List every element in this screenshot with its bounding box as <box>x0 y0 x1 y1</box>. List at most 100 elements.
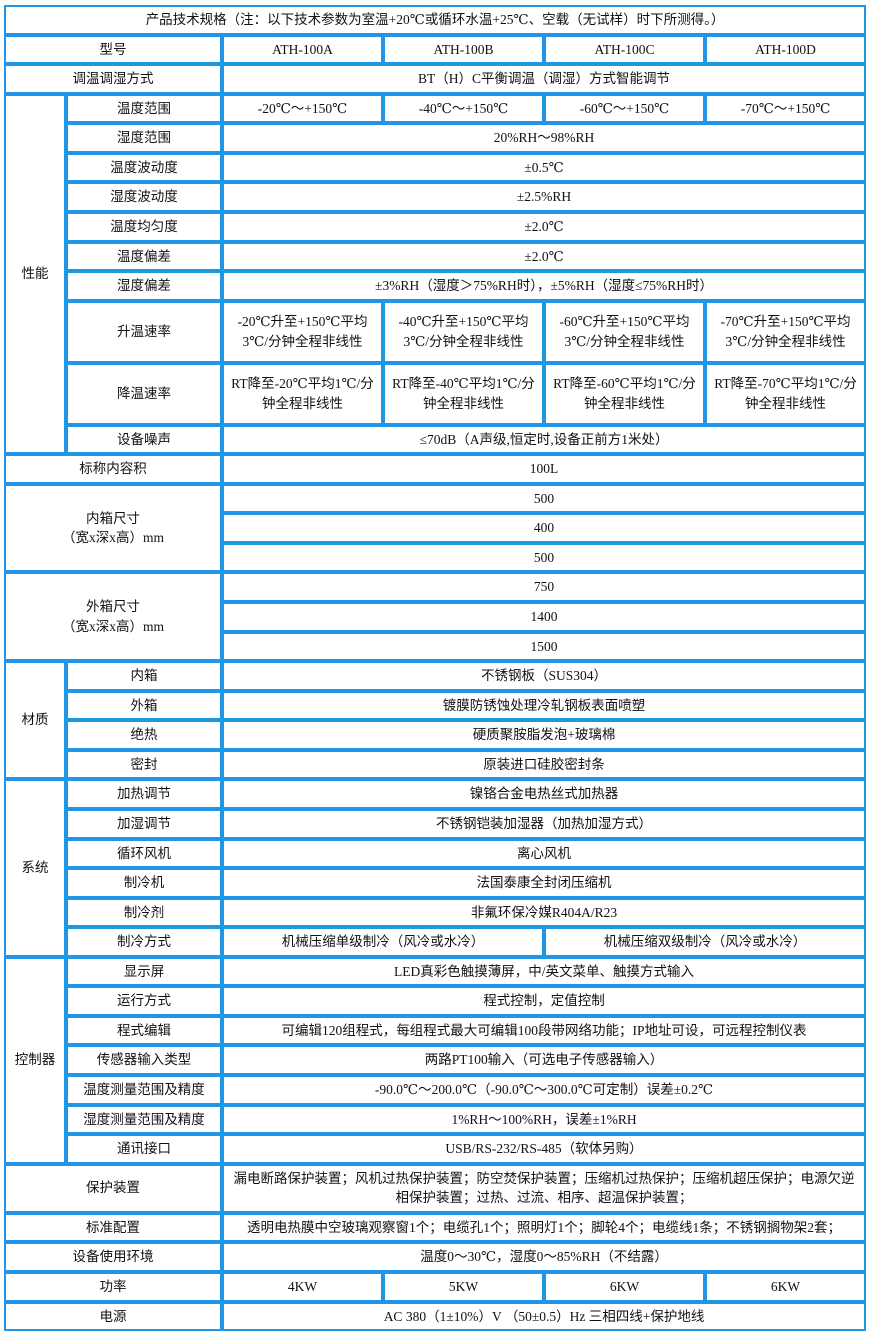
value-humidity-deviation: ±3%RH（湿度＞75%RH时），±5%RH（湿度≤75%RH时） <box>222 271 866 301</box>
value-cooling-rate-d: RT降至-70℃平均1℃/分钟全程非线性 <box>705 363 866 425</box>
label-controller-display: 显示屏 <box>66 957 222 987</box>
value-controller-operation: 程式控制，定值控制 <box>222 986 866 1016</box>
value-cooling-single-stage: 机械压缩单级制冷（风冷或水冷） <box>222 927 544 957</box>
model-label: 型号 <box>4 35 222 65</box>
row-heating-rate: 升温速率 -20℃升至+150℃平均3℃/分钟全程非线性 -40℃升至+150℃… <box>4 301 866 363</box>
value-material-insulation: 硬质聚胺脂发泡+玻璃棉 <box>222 720 866 750</box>
label-controller-interface: 通讯接口 <box>66 1134 222 1164</box>
row-inner-dimensions-w: 内箱尺寸 （宽x深x高）mm 500 <box>4 484 866 514</box>
value-standard-config: 透明电热膜中空玻璃观察窗1个；电缆孔1个；照明灯1个；脚轮4个；电缆线1条；不锈… <box>222 1213 866 1243</box>
value-inner-depth: 400 <box>222 513 866 543</box>
value-temperature-range-b: -40℃～+150℃ <box>383 94 544 124</box>
value-heating-rate-b: -40℃升至+150℃平均3℃/分钟全程非线性 <box>383 301 544 363</box>
row-system-cooling-method: 制冷方式 机械压缩单级制冷（风冷或水冷） 机械压缩双级制冷（风冷或水冷） <box>4 927 866 957</box>
label-supply: 电源 <box>4 1302 222 1331</box>
row-system-heating: 系统 加热调节 镍铬合金电热丝式加热器 <box>4 779 866 809</box>
label-inner-dimensions-line2: （宽x深x高）mm <box>10 528 216 548</box>
label-temperature-range: 温度范围 <box>66 94 222 124</box>
value-controller-interface: USB/RS-232/RS-485（软体另购） <box>222 1134 866 1164</box>
label-outer-dimensions-line2: （宽x深x高）mm <box>10 617 216 637</box>
label-outer-dimensions-line1: 外箱尺寸 <box>10 597 216 617</box>
value-environment: 温度0～30℃，湿度0～85%RH（不结露） <box>222 1242 866 1272</box>
label-system-compressor: 制冷机 <box>66 868 222 898</box>
value-power-b: 5KW <box>383 1272 544 1302</box>
value-heating-rate-c: -60℃升至+150℃平均3℃/分钟全程非线性 <box>544 301 705 363</box>
label-controller-program: 程式编辑 <box>66 1016 222 1046</box>
row-temperature-deviation: 温度偏差 ±2.0℃ <box>4 242 866 272</box>
row-supply: 电源 AC 380（1±10%）V （50±0.5）Hz 三相四线+保护地线 <box>4 1302 866 1331</box>
value-outer-width: 750 <box>222 572 866 602</box>
row-temperature-uniformity: 温度均匀度 ±2.0℃ <box>4 212 866 242</box>
label-temperature-uniformity: 温度均匀度 <box>66 212 222 242</box>
label-standard-config: 标准配置 <box>4 1213 222 1243</box>
value-temperature-range-a: -20℃～+150℃ <box>222 94 383 124</box>
label-material-seal: 密封 <box>66 750 222 780</box>
label-power: 功率 <box>4 1272 222 1302</box>
value-system-fan: 离心风机 <box>222 839 866 869</box>
row-standard-config: 标准配置 透明电热膜中空玻璃观察窗1个；电缆孔1个；照明灯1个；脚轮4个；电缆线… <box>4 1213 866 1243</box>
value-temperature-fluctuation: ±0.5℃ <box>222 153 866 183</box>
label-system-heating: 加热调节 <box>66 779 222 809</box>
row-system-humidify: 加湿调节 不锈钢铠装加湿器（加热加湿方式） <box>4 809 866 839</box>
value-temperature-range-c: -60℃～+150℃ <box>544 94 705 124</box>
value-material-inner: 不锈钢板（SUS304） <box>222 661 866 691</box>
row-material-outer: 外箱 镀膜防锈蚀处理冷轧钢板表面喷塑 <box>4 691 866 721</box>
row-system-compressor: 制冷机 法国泰康全封闭压缩机 <box>4 868 866 898</box>
row-controller-program: 程式编辑 可编辑120组程式，每组程式最大可编辑100段带网络功能；IP地址可设… <box>4 1016 866 1046</box>
model-ath-100b: ATH-100B <box>383 35 544 65</box>
value-controller-hum-accuracy: 1%RH～100%RH，误差±1%RH <box>222 1105 866 1135</box>
value-cooling-rate-b: RT降至-40℃平均1℃/分钟全程非线性 <box>383 363 544 425</box>
value-outer-height: 1500 <box>222 632 866 662</box>
row-controller-operation: 运行方式 程式控制，定值控制 <box>4 986 866 1016</box>
row-system-fan: 循环风机 离心风机 <box>4 839 866 869</box>
category-material: 材质 <box>4 661 66 779</box>
value-cooling-rate-c: RT降至-60℃平均1℃/分钟全程非线性 <box>544 363 705 425</box>
value-inner-height: 500 <box>222 543 866 573</box>
label-noise: 设备噪声 <box>66 425 222 455</box>
row-system-refrigerant: 制冷剂 非氟环保冷媒R404A/R23 <box>4 898 866 928</box>
value-power-a: 4KW <box>222 1272 383 1302</box>
value-humidity-fluctuation: ±2.5%RH <box>222 182 866 212</box>
label-controller-sensor: 传感器输入类型 <box>66 1045 222 1075</box>
page-title: 产品技术规格（注：以下技术参数为室温+20℃或循环水温+25℃、空载（无试样）时… <box>4 5 866 35</box>
row-humidity-fluctuation: 湿度波动度 ±2.5%RH <box>4 182 866 212</box>
model-ath-100d: ATH-100D <box>705 35 866 65</box>
row-protection: 保护装置 漏电断路保护装置；风机过热保护装置；防空焚保护装置；压缩机过热保护；压… <box>4 1164 866 1213</box>
label-controller-temp-accuracy: 温度测量范围及精度 <box>66 1075 222 1105</box>
label-controller-operation: 运行方式 <box>66 986 222 1016</box>
row-control-mode: 调温调湿方式 BT（H）C平衡调温（调湿）方式智能调节 <box>4 64 866 94</box>
row-cooling-rate: 降温速率 RT降至-20℃平均1℃/分钟全程非线性 RT降至-40℃平均1℃/分… <box>4 363 866 425</box>
model-ath-100c: ATH-100C <box>544 35 705 65</box>
product-specification-table: 产品技术规格（注：以下技术参数为室温+20℃或循环水温+25℃、空载（无试样）时… <box>4 5 866 1331</box>
label-temperature-deviation: 温度偏差 <box>66 242 222 272</box>
label-humidity-range: 湿度范围 <box>66 123 222 153</box>
label-controller-hum-accuracy: 湿度测量范围及精度 <box>66 1105 222 1135</box>
value-inner-width: 500 <box>222 484 866 514</box>
value-control-mode: BT（H）C平衡调温（调湿）方式智能调节 <box>222 64 866 94</box>
row-environment: 设备使用环境 温度0～30℃，湿度0～85%RH（不结露） <box>4 1242 866 1272</box>
label-environment: 设备使用环境 <box>4 1242 222 1272</box>
value-temperature-deviation: ±2.0℃ <box>222 242 866 272</box>
value-controller-temp-accuracy: -90.0℃～200.0℃（-90.0℃～300.0℃可定制）误差±0.2℃ <box>222 1075 866 1105</box>
row-nominal-volume: 标称内容积 100L <box>4 454 866 484</box>
value-heating-rate-a: -20℃升至+150℃平均3℃/分钟全程非线性 <box>222 301 383 363</box>
label-temperature-fluctuation: 温度波动度 <box>66 153 222 183</box>
value-temperature-range-d: -70℃～+150℃ <box>705 94 866 124</box>
row-controller-display: 控制器 显示屏 LED真彩色触摸薄屏，中/英文菜单、触摸方式输入 <box>4 957 866 987</box>
label-system-cooling-method: 制冷方式 <box>66 927 222 957</box>
value-cooling-dual-stage: 机械压缩双级制冷（风冷或水冷） <box>544 927 866 957</box>
label-system-refrigerant: 制冷剂 <box>66 898 222 928</box>
label-material-insulation: 绝热 <box>66 720 222 750</box>
category-system: 系统 <box>4 779 66 956</box>
label-outer-dimensions: 外箱尺寸 （宽x深x高）mm <box>4 572 222 661</box>
label-humidity-fluctuation: 湿度波动度 <box>66 182 222 212</box>
row-humidity-deviation: 湿度偏差 ±3%RH（湿度＞75%RH时），±5%RH（湿度≤75%RH时） <box>4 271 866 301</box>
value-noise: ≤70dB（A声级,恒定时,设备正前方1米处） <box>222 425 866 455</box>
model-header-row: 型号 ATH-100A ATH-100B ATH-100C ATH-100D <box>4 35 866 65</box>
value-system-heating: 镍铬合金电热丝式加热器 <box>222 779 866 809</box>
row-temperature-fluctuation: 温度波动度 ±0.5℃ <box>4 153 866 183</box>
label-system-fan: 循环风机 <box>66 839 222 869</box>
value-material-seal: 原装进口硅胶密封条 <box>222 750 866 780</box>
row-controller-temp-accuracy: 温度测量范围及精度 -90.0℃～200.0℃（-90.0℃～300.0℃可定制… <box>4 1075 866 1105</box>
row-controller-interface: 通讯接口 USB/RS-232/RS-485（软体另购） <box>4 1134 866 1164</box>
